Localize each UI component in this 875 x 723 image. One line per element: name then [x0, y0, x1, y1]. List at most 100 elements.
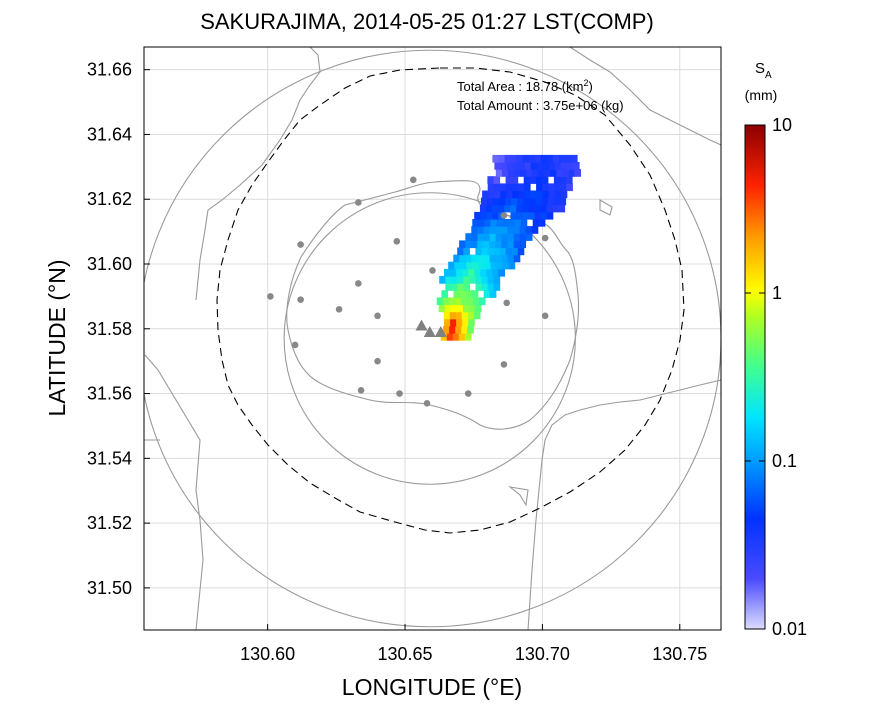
plume-cell: [501, 233, 509, 241]
station-marker: [355, 280, 362, 287]
range-rings: [144, 49, 721, 628]
plume-cell: [487, 176, 494, 184]
plume-cell: [489, 290, 497, 298]
plume-cell: [519, 226, 527, 234]
plume-cell: [471, 254, 478, 263]
plume-cell: [445, 283, 452, 291]
plume-cell: [456, 268, 463, 277]
plume-cell: [457, 247, 464, 256]
ash-plume: [436, 154, 581, 341]
plume-cell: [535, 176, 543, 184]
plume-cell: [512, 190, 519, 199]
plume-cell: [494, 162, 501, 170]
plume-cell: [484, 261, 491, 270]
plume-cell: [507, 240, 514, 249]
plume-cell: [481, 276, 489, 284]
colorbar-tick-label: 10: [772, 115, 792, 135]
total-amount-annotation: Total Amount : 3.75e+06 (kg): [457, 98, 624, 113]
plume-cell: [449, 325, 456, 334]
plume-cell: [517, 247, 525, 256]
plume-cell: [553, 197, 561, 206]
plume-cell: [463, 276, 470, 284]
plume-cell: [548, 183, 555, 192]
plume-cell: [493, 276, 501, 284]
plume-cell: [478, 219, 485, 227]
plume-cell: [487, 283, 495, 291]
plume-cell: [536, 190, 544, 199]
plume-cell: [489, 226, 496, 234]
plume-cell: [487, 183, 495, 192]
plume-cell: [463, 247, 470, 256]
colorbar-label-sub: A: [765, 70, 772, 81]
plume-cell: [534, 154, 542, 163]
vent-marker: [434, 326, 447, 338]
plume-cell: [536, 162, 544, 170]
colorbar-tick-label: 1: [772, 283, 782, 303]
plume-cell: [484, 219, 491, 227]
plume-cell: [487, 197, 494, 206]
station-marker: [423, 399, 431, 407]
plume-cell: [544, 169, 551, 177]
plume-cell: [483, 254, 491, 263]
plume-cell: [548, 190, 556, 199]
plume-cell: [451, 283, 458, 291]
plume-cell: [556, 169, 563, 177]
plume-cell: [441, 290, 448, 298]
colorbar-tick-label: 0.01: [772, 619, 807, 639]
plume-cell: [518, 190, 525, 199]
plume-cell: [522, 211, 530, 220]
vent-marker: [415, 319, 428, 331]
plot-area: [143, 46, 722, 631]
plume-cell: [522, 154, 530, 163]
plume-cell: [486, 204, 493, 213]
stations: [267, 176, 549, 407]
plume-cell: [460, 261, 467, 270]
plume-cell: [494, 190, 501, 199]
colorbar-gradient: [744, 124, 766, 630]
plume-cell: [554, 190, 562, 199]
plume-cell: [444, 304, 452, 313]
y-tick-label: 31.62: [87, 189, 132, 209]
plume-cell: [465, 290, 473, 298]
plume-cell: [504, 154, 512, 163]
plume-cell: [552, 204, 560, 213]
plume-cell: [496, 261, 504, 270]
station-marker: [464, 390, 472, 397]
plume-cell: [493, 197, 500, 206]
plume-cell: [457, 283, 464, 291]
plume-cell: [532, 169, 539, 177]
colorbar-tick-label: 0.1: [772, 451, 797, 471]
plume-cell: [541, 197, 548, 206]
plume-cell: [458, 333, 466, 341]
plume-cell: [486, 211, 493, 220]
plume-cell: [481, 283, 489, 291]
plume-cell: [498, 154, 506, 163]
plume-cell: [498, 204, 505, 213]
plume-cell: [436, 297, 444, 306]
plume-cell: [471, 290, 479, 298]
plume-cell: [522, 204, 529, 213]
plume-cell: [540, 211, 548, 220]
plume-cell: [528, 204, 535, 213]
plume-cell: [481, 197, 488, 206]
plume-cell: [438, 304, 446, 313]
plume-cell: [546, 204, 553, 213]
plume-cell: [531, 226, 539, 234]
plume-cell: [488, 190, 495, 199]
plume-cell: [542, 190, 550, 199]
plume-cell: [519, 240, 527, 249]
plume-cell: [461, 311, 469, 320]
plume-cell: [477, 240, 484, 249]
plume-cell: [487, 247, 495, 256]
plume-cell: [483, 226, 490, 234]
plume-cell: [472, 261, 479, 270]
plume-cell: [514, 169, 521, 177]
plume-cell: [516, 154, 524, 163]
colorbar-label-main: S: [755, 60, 765, 77]
plume-cell: [547, 197, 555, 206]
plume-cell: [495, 169, 503, 177]
station-marker: [396, 390, 403, 397]
plume-cell: [443, 325, 450, 334]
plume-cell: [480, 268, 487, 277]
plume-cell: [474, 268, 481, 277]
